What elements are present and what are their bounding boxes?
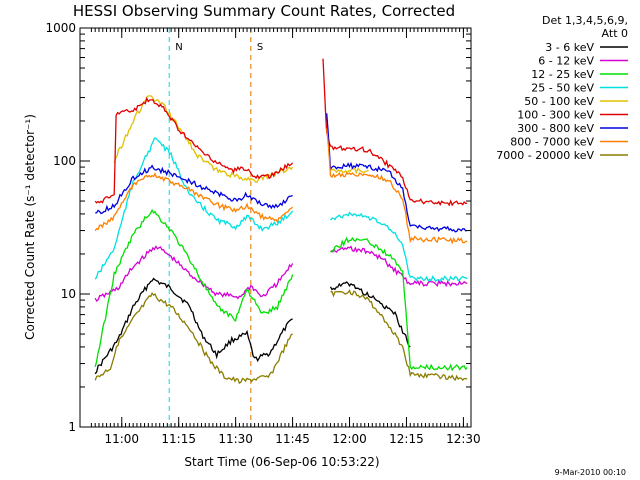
series-6-12-kev xyxy=(94,245,468,303)
x-tick-label: 11:30 xyxy=(218,432,253,446)
series-line-300-800-kev-post xyxy=(326,113,468,233)
series-line-6-12-kev-pre xyxy=(94,245,294,303)
series-100-300-kev xyxy=(94,58,468,207)
y-axis-label: Corrected Count Rate (s⁻¹ detector⁻¹) xyxy=(23,114,37,340)
series-line-100-300-kev-post xyxy=(322,58,468,207)
legend-label-12-25-kev: 12 - 25 keV xyxy=(531,68,594,81)
y-tick-label: 100 xyxy=(53,154,76,168)
legend-header-line-1: Det 1,3,4,5,6,9, xyxy=(542,14,628,27)
series-line-3-6-kev-post xyxy=(329,281,411,348)
legend-label-100-300-kev: 100 - 300 keV xyxy=(517,109,594,122)
legend-header-line-2: Att 0 xyxy=(602,27,628,40)
legend-label-300-800-kev: 300 - 800 keV xyxy=(517,122,594,135)
series-line-7000-20000-kev-pre xyxy=(94,291,293,385)
x-axis-label: Start Time (06-Sep-06 10:53:22) xyxy=(184,455,379,469)
series-line-800-7000-kev-post xyxy=(326,128,468,245)
axes: 1 10 100 1000 11:00 11:15 11:30 11:45 12:00 12:15… xyxy=(45,21,480,446)
series-line-12-25-kev-pre xyxy=(94,208,294,367)
footer-timestamp: 9-Mar-2010 00:10 xyxy=(555,468,626,477)
series-25-50-kev xyxy=(94,137,468,283)
legend-header: Det 1,3,4,5,6,9, Att 0 xyxy=(542,14,628,40)
legend-label-50-100-kev: 50 - 100 keV xyxy=(524,95,594,108)
legend-label-25-50-kev: 25 - 50 keV xyxy=(531,82,594,95)
series-50-100-kev xyxy=(113,95,369,183)
x-tick-label: 11:45 xyxy=(275,432,310,446)
x-tick-label: 12:15 xyxy=(389,432,424,446)
x-tick-label: 11:00 xyxy=(104,432,139,446)
series-line-300-800-kev-pre xyxy=(95,164,293,215)
y-tick-label: 1000 xyxy=(45,21,76,35)
plot-frame xyxy=(79,27,472,428)
series-line-3-6-kev-pre xyxy=(94,277,293,375)
series-300-800-kev xyxy=(95,113,468,233)
series-line-800-7000-kev-pre xyxy=(94,172,294,232)
series-line-25-50-kev-post xyxy=(329,211,468,283)
series-line-12-25-kev-post xyxy=(330,236,468,372)
marker-label-s: S xyxy=(257,42,263,53)
series-7000-20000-kev xyxy=(94,289,468,385)
series-line-7000-20000-kev-post xyxy=(330,289,468,382)
x-tick-label: 12:00 xyxy=(332,432,367,446)
series-line-50-100-kev-post xyxy=(330,167,369,175)
series-line-50-100-kev-pre xyxy=(113,95,294,183)
legend-label-7000-20000-kev: 7000 - 20000 keV xyxy=(496,149,594,162)
legend-label-3-6-kev: 3 - 6 keV xyxy=(545,41,594,54)
series-3-6-kev xyxy=(94,277,411,375)
y-tick-label: 10 xyxy=(61,287,76,301)
chart-title: HESSI Observing Summary Count Rates, Cor… xyxy=(73,2,455,20)
x-tick-label: 12:30 xyxy=(446,432,481,446)
legend-label-800-7000-kev: 800 - 7000 keV xyxy=(510,136,594,149)
series-line-25-50-kev-pre xyxy=(94,137,294,280)
marker-label-n: N xyxy=(175,42,182,53)
series-line-100-300-kev-pre xyxy=(94,96,294,204)
x-tick-label: 11:15 xyxy=(161,432,196,446)
y-tick-label: 1 xyxy=(68,420,76,434)
legend-label-6-12-kev: 6 - 12 keV xyxy=(538,55,594,68)
series-line-6-12-kev-post xyxy=(330,245,468,288)
series-12-25-kev xyxy=(94,208,468,372)
series-800-7000-kev xyxy=(94,128,468,245)
